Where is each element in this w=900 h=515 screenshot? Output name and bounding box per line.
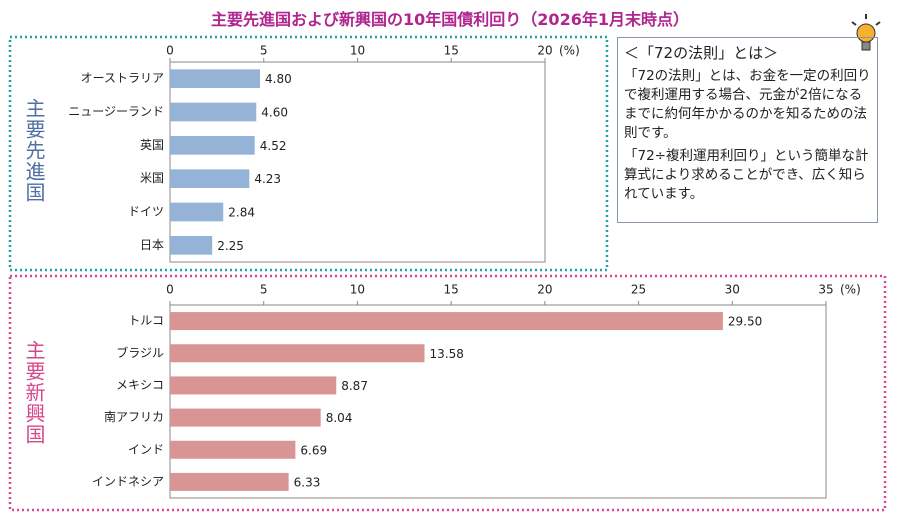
- value-label: 4.23: [254, 172, 281, 186]
- bar: [170, 169, 250, 188]
- plot-frame: [169, 61, 546, 263]
- x-tick-label: 15: [444, 283, 459, 297]
- x-tick-label: 10: [350, 44, 365, 58]
- x-tick-label: 0: [166, 44, 174, 58]
- x-unit: (%): [840, 283, 861, 297]
- y-tick-label: ニュージーランド: [68, 105, 164, 119]
- note-heading: ＜「72の法則」とは＞: [624, 44, 779, 62]
- value-label: 6.33: [294, 475, 321, 489]
- value-label: 13.58: [430, 347, 464, 361]
- y-tick-label: 日本: [140, 238, 164, 252]
- x-tick-label: 35: [818, 283, 833, 297]
- bar: [170, 312, 723, 331]
- bar: [170, 236, 213, 255]
- value-label: 4.52: [260, 139, 287, 153]
- y-tick-label: インドネシア: [92, 474, 164, 488]
- plot-frame: [169, 304, 827, 499]
- y-tick-label: メキシコ: [116, 378, 164, 392]
- y-tick-label: 米国: [140, 171, 164, 185]
- bar: [170, 202, 224, 222]
- group-label: 主要新興国: [22, 340, 46, 445]
- bar: [170, 408, 321, 427]
- y-tick-label: 南アフリカ: [104, 409, 164, 424]
- page-title: 主要先進国および新興国の10年国債利回り（2026年1月末時点）: [211, 10, 689, 29]
- bar: [170, 376, 337, 395]
- group-frame: [8, 274, 887, 512]
- group-label: 主要先進国: [22, 98, 46, 203]
- note-paragraph: 「72÷複利運用利回り」という簡単な計算式により求めることができ、広く知られてい…: [624, 148, 869, 202]
- y-tick-label: ドイツ: [128, 205, 164, 219]
- bar: [170, 136, 255, 155]
- x-tick-label: 0: [166, 283, 174, 297]
- y-tick-label: 英国: [140, 138, 164, 152]
- y-tick-label: インド: [128, 442, 164, 456]
- x-tick-label: 25: [631, 283, 646, 297]
- bar: [170, 440, 296, 459]
- value-label: 2.84: [228, 206, 255, 220]
- value-label: 29.50: [728, 315, 762, 329]
- x-tick-label: 5: [260, 44, 268, 58]
- value-label: 2.25: [217, 239, 244, 253]
- x-tick-label: 10: [350, 283, 365, 297]
- x-tick-label: 15: [444, 44, 459, 58]
- x-tick-label: 20: [537, 44, 552, 58]
- bar: [170, 69, 260, 88]
- bar: [170, 344, 425, 363]
- value-label: 4.80: [265, 72, 292, 86]
- x-unit: (%): [559, 44, 580, 58]
- value-label: 8.04: [326, 411, 353, 425]
- bar: [170, 472, 289, 491]
- value-label: 6.69: [300, 443, 327, 457]
- note-box: ＜「72の法則」とは＞ 「72の法則」とは、お金を一定の利回りで複利運用する場合…: [617, 37, 878, 223]
- value-label: 8.87: [341, 379, 368, 393]
- x-tick-label: 30: [725, 283, 740, 297]
- y-tick-label: オーストラリア: [81, 71, 164, 85]
- note-paragraph: 「72の法則」とは、お金を一定の利回りで複利運用する場合、元金が2倍になるまでに…: [624, 68, 871, 141]
- y-tick-label: ブラジル: [116, 345, 164, 360]
- x-tick-label: 20: [537, 283, 552, 297]
- x-tick-label: 5: [260, 283, 268, 297]
- y-tick-label: トルコ: [128, 314, 164, 328]
- bar: [170, 102, 257, 122]
- value-label: 4.60: [261, 106, 288, 120]
